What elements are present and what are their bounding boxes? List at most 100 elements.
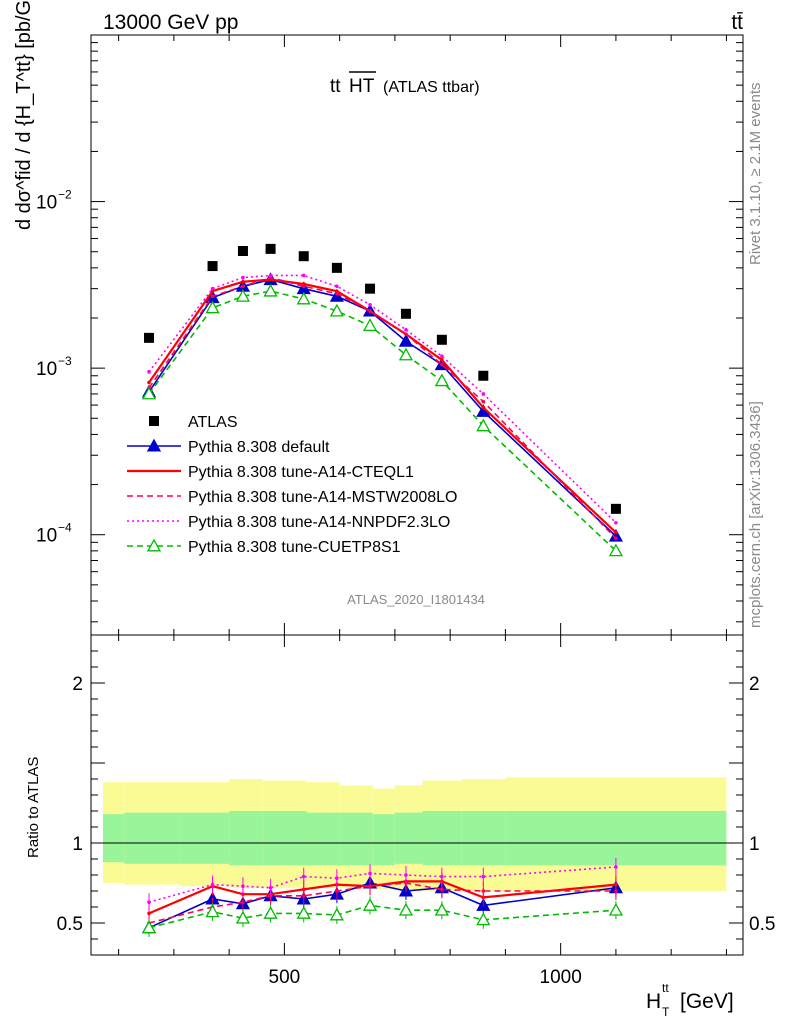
series-point (368, 303, 372, 307)
atlas-data-point (436, 334, 447, 345)
series-marker (476, 418, 491, 432)
series-marker (362, 318, 378, 332)
ratio-y-tick-label-right: 2 (749, 674, 760, 695)
x-axis-label: H tt T [GeV] (646, 981, 734, 1019)
y-tick-label-exponent: −3 (58, 354, 72, 368)
series-point (440, 887, 444, 892)
series-point (404, 873, 408, 877)
series-point (368, 884, 372, 888)
inner-band-segment (461, 811, 506, 866)
series-marker (398, 902, 414, 916)
series-point (440, 358, 444, 362)
series-point (404, 327, 408, 332)
series-point (481, 874, 486, 879)
series-marker (329, 907, 344, 921)
legend-label: Pythia 8.308 tune-A14-NNPDF2.3LO (188, 514, 450, 531)
x-tick-label: 500 (269, 967, 301, 988)
series-marker (434, 902, 449, 916)
x-tick-label: 1000 (540, 967, 582, 988)
inner-band-segment (422, 811, 462, 866)
atlas-data-point (610, 503, 621, 514)
y-tick-label-exponent: −2 (58, 188, 72, 202)
x-axis-label-unit: [GeV] (680, 990, 734, 1013)
inner-band-segment (229, 811, 263, 866)
series-marker (205, 300, 220, 314)
series-point (614, 889, 618, 893)
legend-marker-atlas (149, 416, 159, 426)
process-label: tt̄ (731, 11, 743, 34)
series-line (148, 290, 617, 552)
series-point (614, 865, 618, 869)
ratio-plot-marks (141, 858, 624, 937)
series-line (148, 274, 617, 524)
series-point (147, 370, 151, 374)
x-axis-label-main: H (646, 990, 661, 1013)
atlas-data-point (144, 332, 155, 343)
series-point (335, 889, 339, 893)
series-point (241, 900, 245, 904)
series-point (241, 275, 245, 280)
atlas-data-point (478, 370, 489, 381)
series-point (614, 530, 618, 535)
ratio-y-tick-label-right: 0.5 (749, 914, 775, 935)
inner-band-segment (505, 811, 727, 866)
series-point (481, 399, 486, 404)
series-marker (608, 543, 624, 557)
plot-title: tt HT (ATLAS ttbar) (330, 71, 480, 97)
legend-marker (146, 438, 162, 452)
analysis-label: ATLAS_2020_I1801434 (347, 592, 485, 607)
main-plot-marks (141, 243, 624, 557)
series-point (440, 362, 444, 367)
atlas-data-point (207, 261, 218, 272)
series-point (335, 291, 339, 296)
legend-label: Pythia 8.308 tune-CUETP8S1 (188, 539, 401, 556)
energy-label: 13000 GeV pp (103, 11, 238, 34)
series-marker (141, 386, 157, 400)
series-marker (362, 898, 378, 911)
ratio-y-tick-label-right: 1 (749, 834, 760, 855)
series-marker (263, 906, 278, 919)
series-point (210, 294, 215, 299)
main-y-axis-label: d dσ^fid / d {H_T^tt} [pb/GeV] (13, 0, 35, 230)
series-point (335, 876, 339, 880)
series-marker (476, 912, 491, 926)
series-marker (205, 904, 220, 918)
atlas-data-point (331, 262, 342, 273)
series-point (481, 392, 486, 396)
legend-label: Pythia 8.308 tune-A14-MSTW2008LO (188, 489, 457, 506)
ratio-y-axis-label: Ratio to ATLAS (25, 757, 42, 858)
y-tick-label: 10 (36, 359, 57, 380)
series-marker (398, 333, 414, 347)
inner-band-segment (262, 811, 307, 866)
series-marker (329, 303, 344, 317)
series-marker (296, 906, 311, 919)
x-axis-label-sub: T (662, 1005, 670, 1019)
series-point (301, 284, 306, 289)
series-point (241, 279, 245, 284)
inner-band-segment (103, 814, 125, 863)
series-point (614, 520, 618, 525)
rivet-version-label: Rivet 3.1.10, ≥ 2.1M events (747, 83, 764, 266)
series-marker (296, 291, 311, 305)
atlas-data-point (265, 243, 276, 254)
series-point (241, 884, 245, 888)
inner-band-segment (124, 812, 180, 864)
title-main: tt (330, 76, 341, 97)
series-marker (398, 347, 414, 361)
legend-label: Pythia 8.308 default (188, 439, 330, 456)
series-marker (141, 920, 157, 934)
series-marker (434, 373, 449, 387)
series-point (440, 874, 444, 879)
title-overlined: HT (349, 76, 375, 97)
legend-label: ATLAS (188, 414, 238, 431)
title-suffix: (ATLAS ttbar) (383, 79, 480, 96)
inner-band-segment (372, 814, 395, 866)
series-point (268, 273, 273, 278)
x-axis-label-sup: tt (662, 981, 669, 995)
atlas-data-point (400, 308, 411, 319)
inner-band-segment (394, 812, 423, 864)
series-point (481, 889, 486, 893)
ratio-y-tick-label-left: 0.5 (57, 914, 83, 935)
atlas-data-point (365, 283, 376, 294)
